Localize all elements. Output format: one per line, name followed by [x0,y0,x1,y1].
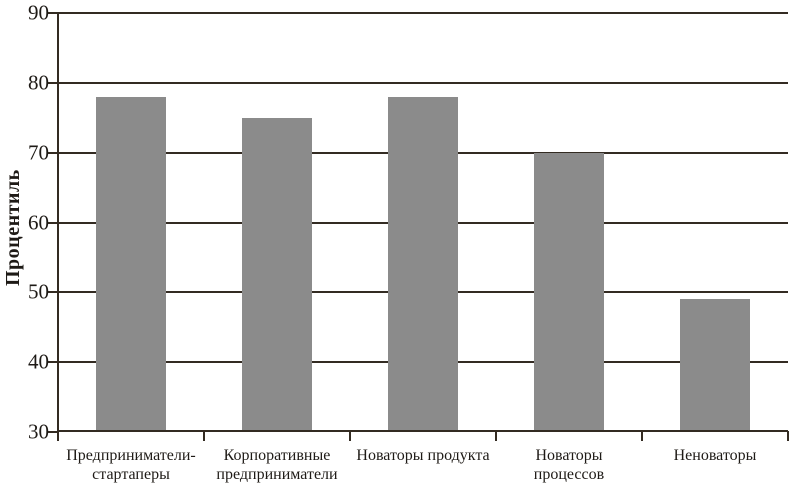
y-tick-80 [47,81,57,84]
x-tick-4 [641,431,643,441]
y-tick-label-50: 50 [28,279,49,304]
y-tick-label-30: 30 [28,419,49,444]
y-tick-40 [47,361,57,364]
plot-top-border [57,12,788,14]
y-tick-label-40: 40 [28,349,49,374]
bar-5 [680,299,750,432]
bar-2 [242,117,312,432]
y-tick-label-70: 70 [28,140,49,165]
x-tick-5 [787,431,789,441]
gridline-80 [58,81,788,84]
bar-1 [96,96,166,432]
x-category-label-3: Новаторы продукта [356,447,490,464]
bar-4 [534,152,604,432]
bar-3 [388,96,458,432]
x-axis-line [57,430,788,432]
x-tick-1 [203,431,205,441]
x-category-label-2: Корпоративные предприниматели [216,447,338,483]
y-tick-label-80: 80 [28,70,49,95]
x-axis-labels: Предприниматели-стартаперы Корпоративные … [58,446,788,484]
y-tick-label-90: 90 [28,0,49,25]
x-tick-3 [495,431,497,441]
y-axis-line [57,12,59,441]
x-category-label-4: Новаторы процессов [533,447,605,483]
y-tick-70 [47,151,57,154]
y-tick-60 [47,221,57,224]
y-tick-30 [47,431,57,433]
x-tick-0 [57,431,59,441]
y-tick-90 [47,12,57,14]
x-category-label-5: Неноваторы [673,447,757,464]
y-tick-label-60: 60 [28,210,49,234]
y-tick-50 [47,291,57,294]
x-category-label-1: Предприниматели-стартаперы [66,447,196,483]
x-tick-2 [349,431,351,441]
